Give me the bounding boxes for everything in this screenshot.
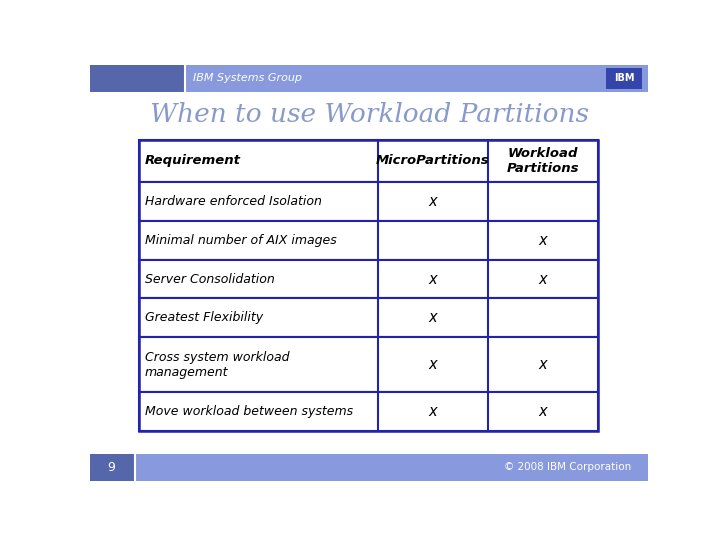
Text: x: x xyxy=(428,272,437,287)
Bar xyxy=(139,140,598,431)
Bar xyxy=(90,454,648,481)
Text: Cross system workload
management: Cross system workload management xyxy=(145,350,289,379)
Text: MicroPartitions: MicroPartitions xyxy=(376,154,490,167)
Text: IBM Systems Group: IBM Systems Group xyxy=(193,73,302,83)
Text: x: x xyxy=(539,357,547,372)
Bar xyxy=(139,140,598,182)
Bar xyxy=(139,182,598,221)
Bar xyxy=(90,65,185,92)
Bar xyxy=(606,68,642,89)
Text: x: x xyxy=(428,357,437,372)
Text: x: x xyxy=(539,233,547,248)
Text: IBM: IBM xyxy=(614,73,634,83)
Bar xyxy=(90,65,648,92)
Bar xyxy=(139,338,598,392)
Bar xyxy=(139,299,598,338)
Text: Greatest Flexibility: Greatest Flexibility xyxy=(145,312,263,325)
Bar xyxy=(139,392,598,431)
Text: x: x xyxy=(428,404,437,418)
Text: Minimal number of AIX images: Minimal number of AIX images xyxy=(145,234,336,247)
Text: Move workload between systems: Move workload between systems xyxy=(145,405,353,418)
Text: Workload
Partitions: Workload Partitions xyxy=(506,147,579,175)
Text: x: x xyxy=(428,310,437,326)
Text: x: x xyxy=(539,404,547,418)
Text: Requirement: Requirement xyxy=(145,154,240,167)
Text: Server Consolidation: Server Consolidation xyxy=(145,273,274,286)
Text: © 2008 IBM Corporation: © 2008 IBM Corporation xyxy=(504,462,631,472)
Bar xyxy=(90,454,135,481)
Bar xyxy=(139,260,598,299)
Text: When to use Workload Partitions: When to use Workload Partitions xyxy=(150,102,588,127)
Text: Hardware enforced Isolation: Hardware enforced Isolation xyxy=(145,195,322,208)
Bar xyxy=(139,221,598,260)
Text: x: x xyxy=(428,194,437,209)
Text: 9: 9 xyxy=(107,461,115,474)
Text: x: x xyxy=(539,272,547,287)
